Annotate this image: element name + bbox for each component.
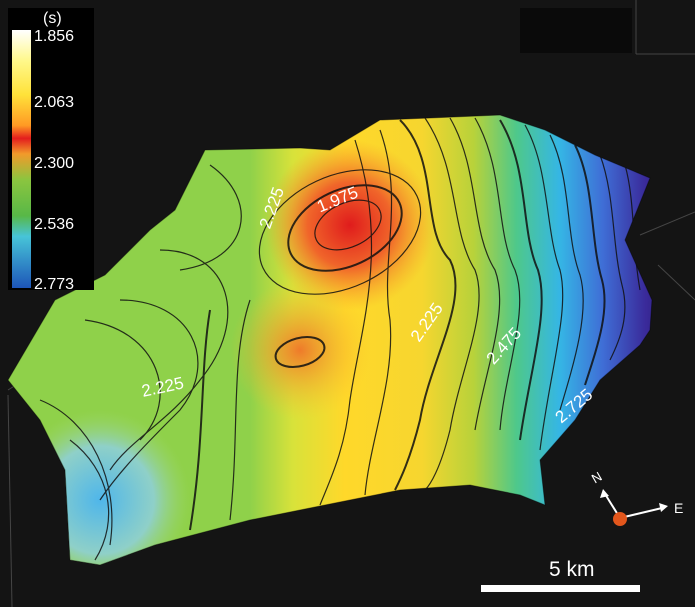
legend-unit: (s) (43, 10, 62, 27)
legend-tick: 2.300 (34, 155, 75, 172)
compass-east-label: E (674, 500, 684, 516)
scale-bar-label: 5 km (549, 558, 595, 581)
scale-bar (481, 585, 640, 592)
bounding-box-lines (7, 0, 695, 607)
color-scale-legend: (s) 1.856 2.063 2.300 2.536 2.773 (8, 8, 94, 293)
legend-tick: 2.773 (34, 276, 75, 293)
legend-tick: 2.536 (34, 216, 75, 233)
legend-tick: 2.063 (34, 94, 75, 111)
color-bar (12, 30, 31, 288)
compass-icon (600, 489, 668, 526)
legend-tick: 1.856 (34, 28, 75, 45)
